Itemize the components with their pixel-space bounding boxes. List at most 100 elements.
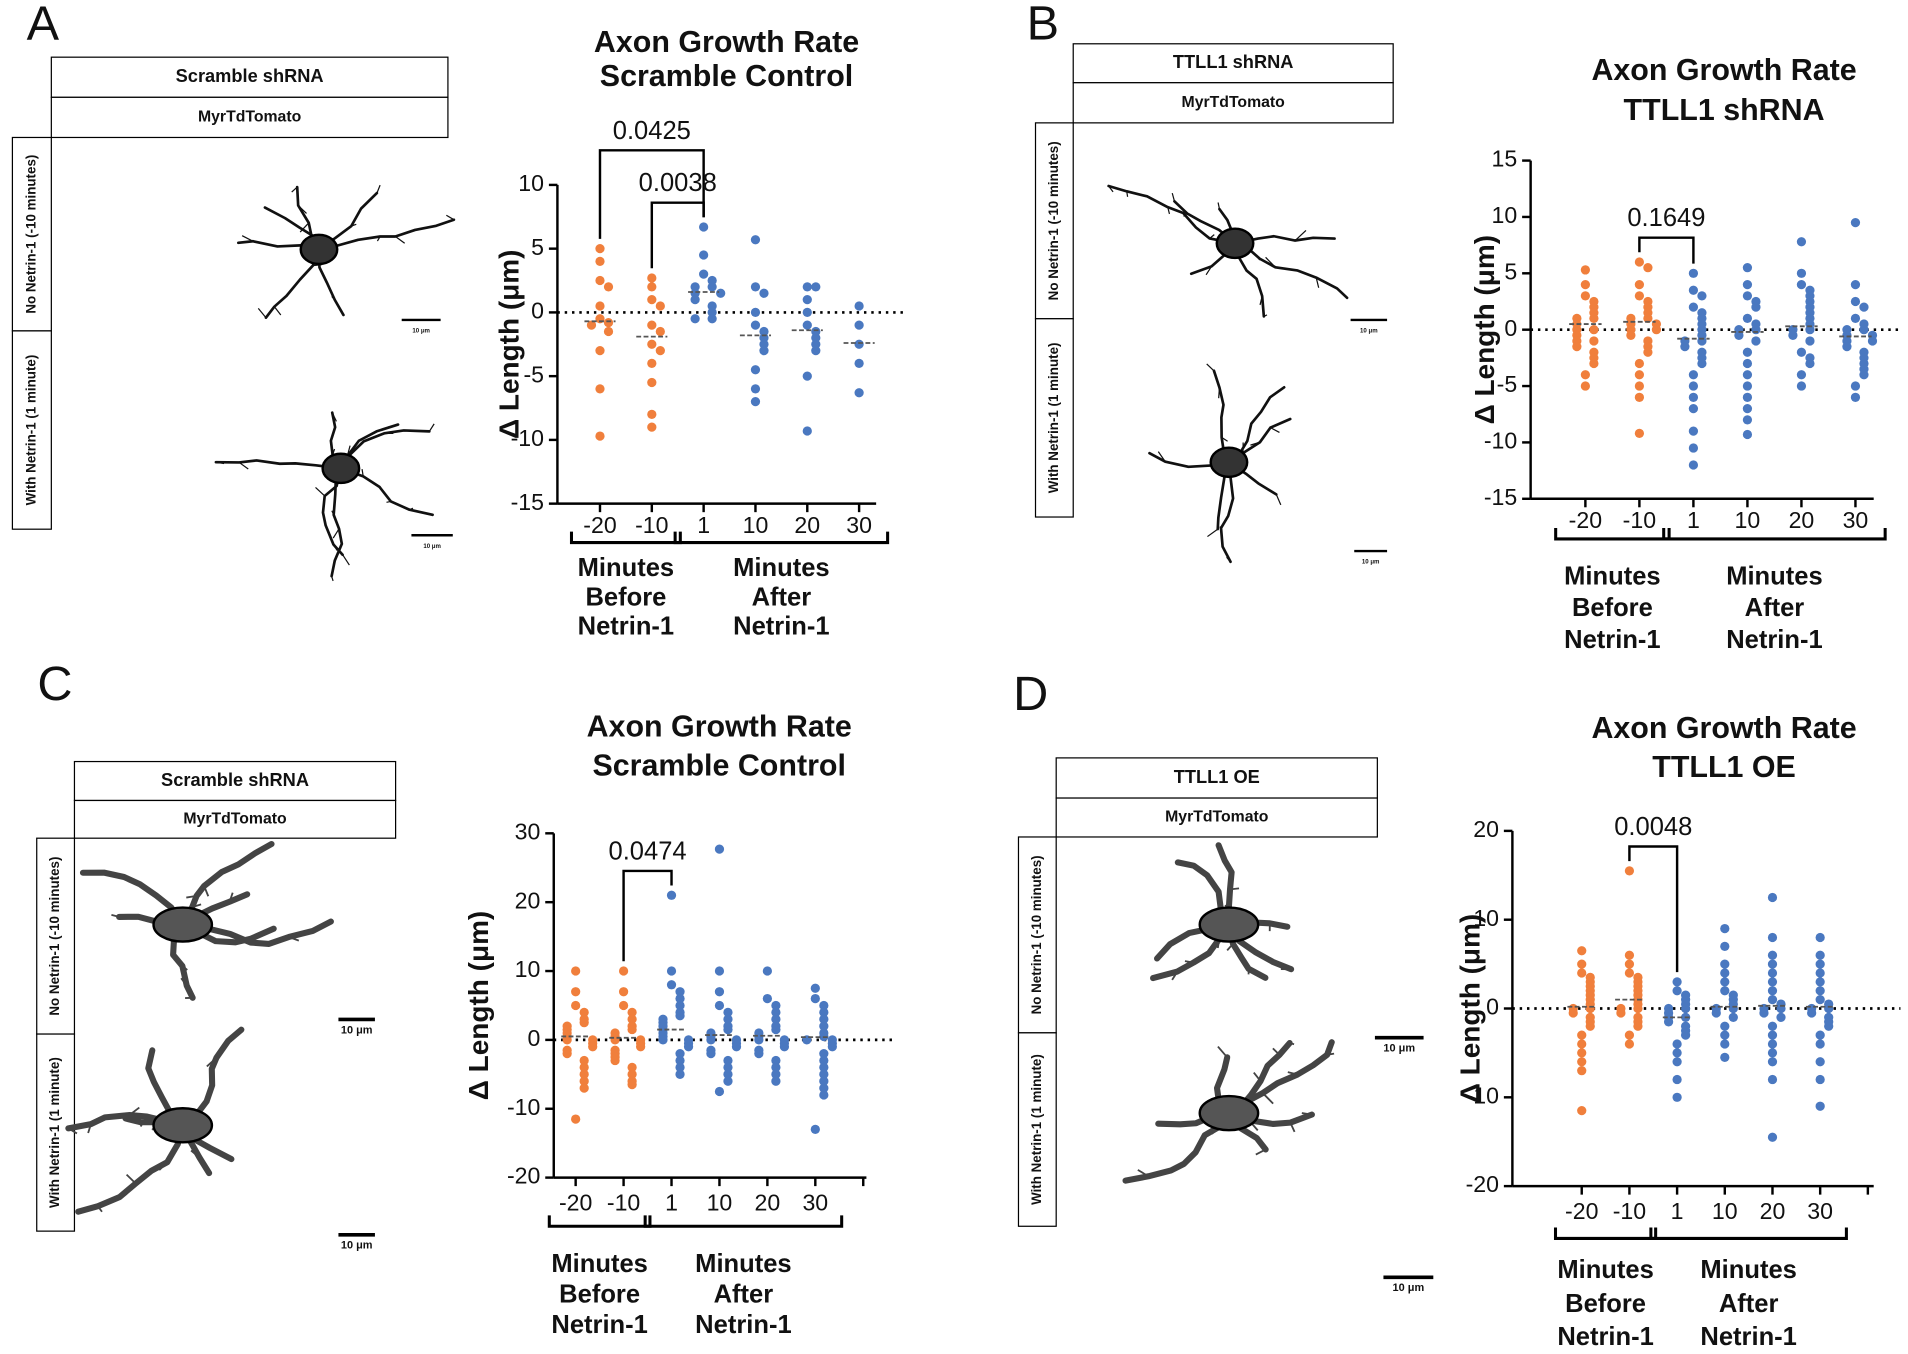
x-tick-label: -10 <box>1623 507 1656 533</box>
data-point <box>1720 986 1730 996</box>
x-tick-label: -20 <box>583 512 616 538</box>
data-point <box>618 966 629 976</box>
data-point <box>1672 1074 1682 1085</box>
data-point <box>586 320 597 330</box>
header-label: MyrTdTomato <box>198 109 302 126</box>
data-point <box>1767 968 1778 978</box>
data-point <box>750 235 761 245</box>
data-point <box>699 222 709 232</box>
group-label: Netrin-1 <box>695 1311 791 1339</box>
data-point <box>1651 325 1662 335</box>
data-point <box>610 1055 620 1066</box>
data-point <box>1824 1021 1834 1031</box>
y-tick-label: 15 <box>1492 146 1518 172</box>
data-point <box>1634 428 1645 439</box>
data-point <box>1634 381 1645 391</box>
row-box <box>1017 1032 1057 1227</box>
data-point <box>1815 932 1825 943</box>
data-point <box>666 966 677 976</box>
data-point <box>1815 1030 1825 1040</box>
neurite <box>317 218 456 251</box>
data-point <box>723 1024 733 1035</box>
scale-bar-label: 10 μm <box>1393 1282 1425 1294</box>
panel-letter: B <box>1027 0 1059 51</box>
filopodium <box>428 423 435 432</box>
data-point <box>811 282 821 292</box>
group-bracket <box>643 1215 844 1228</box>
data-point <box>1697 358 1707 369</box>
data-point <box>571 1114 581 1124</box>
data-point <box>562 1049 572 1059</box>
data-point <box>1850 392 1861 402</box>
data-point <box>1688 370 1699 380</box>
data-point <box>627 1080 637 1090</box>
data-point <box>854 358 864 369</box>
data-point <box>571 966 581 976</box>
data-point <box>714 844 725 854</box>
filopodium <box>273 306 282 316</box>
data-point <box>647 320 657 330</box>
data-point <box>1850 381 1861 391</box>
data-point <box>1796 370 1807 380</box>
y-axis-label: Δ Length (μm) <box>1469 235 1500 424</box>
group-label: Minutes <box>551 1250 647 1278</box>
y-tick-label: 0 <box>1504 315 1517 341</box>
data-point <box>811 339 821 349</box>
group-label: After <box>1719 1290 1779 1318</box>
data-point <box>1742 370 1753 380</box>
data-point <box>1767 1021 1778 1031</box>
data-point <box>1624 866 1635 876</box>
data-point <box>1589 325 1599 335</box>
y-tick-label: 10 <box>515 956 541 982</box>
data-point <box>618 1000 629 1011</box>
data-point <box>771 1062 781 1073</box>
group-label: Netrin-1 <box>578 612 674 640</box>
data-point <box>1824 1003 1834 1014</box>
data-point <box>1720 977 1730 987</box>
data-point <box>1672 1057 1682 1067</box>
data-point <box>1767 950 1778 960</box>
scale-bar-label: 10 μm <box>412 328 430 335</box>
data-point <box>1697 291 1707 301</box>
data-point <box>647 358 657 369</box>
data-point <box>1815 986 1825 996</box>
data-point <box>811 326 821 337</box>
data-point <box>1577 1066 1587 1076</box>
data-point <box>819 1049 829 1059</box>
neurite <box>1107 184 1237 245</box>
data-point <box>819 1014 829 1024</box>
data-point <box>759 326 769 337</box>
neurite <box>1219 460 1235 564</box>
group-label: After <box>752 583 812 611</box>
data-point <box>1577 1030 1587 1040</box>
group-bracket <box>673 531 890 545</box>
data-point <box>1859 325 1869 335</box>
data-point <box>579 1018 589 1028</box>
data-point <box>647 409 657 420</box>
data-point <box>1577 1106 1587 1116</box>
group-label: Netrin-1 <box>1726 626 1822 654</box>
data-point <box>706 1035 716 1045</box>
scale-bar-label: 10 μm <box>341 1240 373 1252</box>
x-tick-label: -20 <box>1569 507 1602 533</box>
y-tick-label: 0 <box>1486 994 1499 1020</box>
data-point <box>1767 1132 1778 1142</box>
data-point <box>1634 358 1645 369</box>
data-point <box>675 1069 685 1079</box>
data-point <box>1805 336 1815 346</box>
data-point <box>1688 381 1699 391</box>
cell-body <box>1198 906 1260 943</box>
data-point <box>819 1000 829 1011</box>
data-point <box>1796 381 1807 391</box>
chart-title: Axon Growth Rate <box>1591 711 1856 745</box>
data-point <box>618 987 629 997</box>
data-point <box>1663 1017 1674 1027</box>
data-point <box>647 422 657 432</box>
data-point <box>827 1042 837 1052</box>
y-axis-label: Δ Length (μm) <box>494 250 525 439</box>
header-label: TTLL1 OE <box>1174 766 1260 787</box>
data-point <box>802 307 812 318</box>
chart-title: Axon Growth Rate <box>587 710 852 744</box>
group-bracket <box>1662 527 1887 541</box>
